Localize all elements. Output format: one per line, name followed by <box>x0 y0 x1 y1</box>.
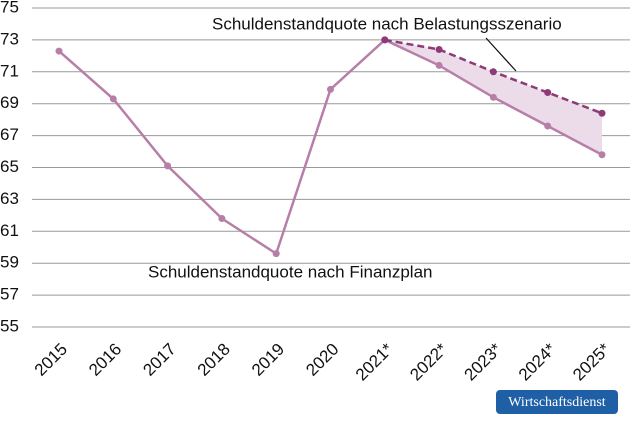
y-tick-label: 55 <box>0 316 19 335</box>
x-tick-label: 2025* <box>569 339 614 384</box>
point <box>55 47 63 55</box>
leader-line <box>485 37 517 72</box>
point <box>327 85 334 93</box>
x-tick-label: 2019 <box>248 340 288 380</box>
y-tick-label: 75 <box>0 0 19 16</box>
x-tick-label: 2023* <box>461 339 506 384</box>
series-label: Schuldenstandquote nach Finanzplan <box>148 262 433 281</box>
point <box>164 162 172 170</box>
x-tick-label: 2021* <box>352 339 397 384</box>
point <box>489 68 497 76</box>
x-tick-label: 2017 <box>139 340 179 380</box>
source-badge <box>496 390 618 414</box>
point <box>109 95 117 103</box>
source-text: Wirtschaftsdienst <box>508 395 606 410</box>
point <box>381 36 389 44</box>
point <box>272 250 280 258</box>
y-tick-label: 73 <box>0 29 19 48</box>
point <box>598 109 606 117</box>
point <box>544 89 552 97</box>
x-tick-label: 2018 <box>194 340 234 380</box>
x-tick-label: 2024* <box>515 339 560 384</box>
x-tick-label: 2020 <box>302 340 342 380</box>
y-tick-label: 59 <box>0 253 19 272</box>
y-tick-label: 67 <box>0 125 19 144</box>
point <box>598 151 606 159</box>
point <box>435 61 443 69</box>
x-tick-label: 2015 <box>31 340 71 380</box>
point <box>489 93 497 101</box>
y-tick-label: 69 <box>0 93 19 112</box>
point <box>435 45 443 53</box>
y-tick-label: 57 <box>0 285 19 304</box>
y-tick-label: 71 <box>0 61 19 80</box>
x-tick-label: 2016 <box>85 340 125 380</box>
x-tick-label: 2022* <box>406 339 451 384</box>
y-tick-label: 65 <box>0 157 19 176</box>
y-tick-label: 63 <box>0 189 19 208</box>
point <box>544 122 552 130</box>
series-label: Schuldenstandquote nach Belastungsszenar… <box>212 14 562 33</box>
point <box>218 215 226 223</box>
y-tick-label: 61 <box>0 221 19 240</box>
